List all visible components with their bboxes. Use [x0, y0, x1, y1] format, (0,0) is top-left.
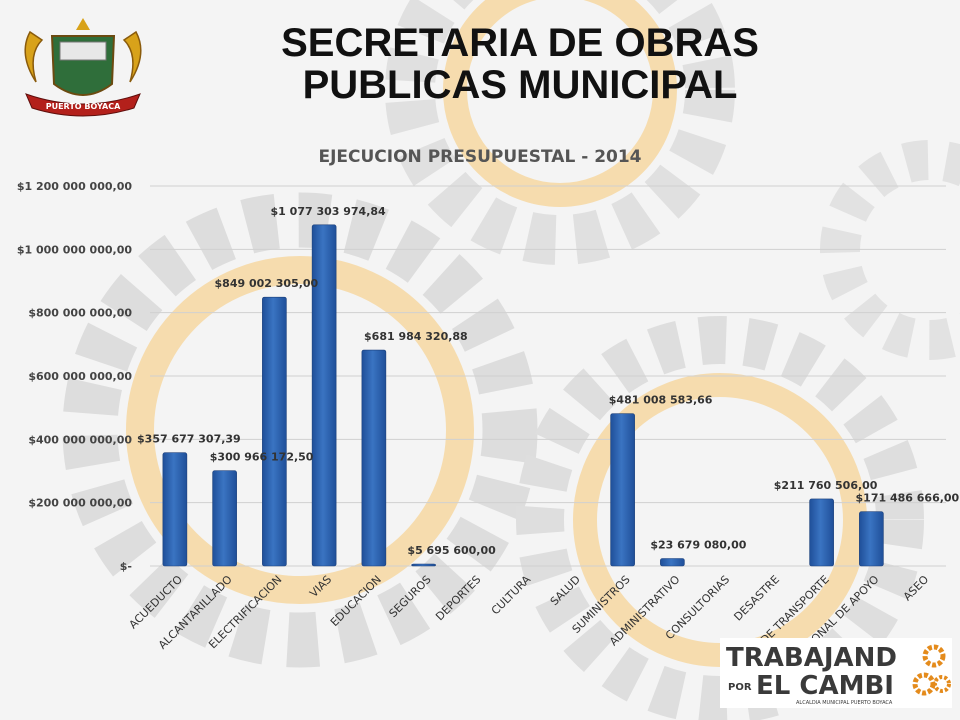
- y-tick-label: $800 000 000,00: [28, 307, 132, 320]
- brand-gear-icon-1: [922, 644, 946, 668]
- data-labels: $357 677 307,39 $300 966 172,50 $849 002 3…: [137, 205, 960, 557]
- data-label: $171 486 666,00: [856, 492, 960, 505]
- data-label: $211 760 506,00: [774, 479, 878, 492]
- y-tick-label: $1 200 000 000,00: [17, 180, 133, 193]
- page-title-line-1: SECRETARIA DE OBRAS: [281, 21, 759, 65]
- y-tick-label: $-: [120, 560, 132, 573]
- bar-vias: [311, 224, 337, 567]
- gear-large-left: [62, 192, 538, 668]
- brand-line-1: TRABAJAND: [726, 643, 897, 673]
- logo-ribbon-text: PUERTO BOYACA: [46, 102, 121, 111]
- x-tick-label: DEPORTES: [433, 573, 483, 623]
- brand-line-2: EL CAMBI: [756, 671, 894, 701]
- x-tick-label: CULTURA: [489, 573, 534, 618]
- brand-line-2-prefix: POR: [728, 682, 752, 693]
- x-tick-label: ASEO: [901, 573, 932, 604]
- y-tick-label: $1 000 000 000,00: [17, 243, 133, 256]
- page-title: SECRETARIA DE OBRAS PUBLICAS MUNICIPAL: [240, 22, 800, 106]
- chart-title: EJECUCION PRESUPUESTAL - 2014: [318, 147, 641, 167]
- bar-electrificacion: [262, 296, 287, 567]
- page-title-line-2: PUBLICAS MUNICIPAL: [302, 63, 738, 107]
- coat-of-arms-logo: PUERTO BOYACA: [24, 18, 142, 117]
- brand-gear-icon-2: [912, 672, 936, 696]
- y-tick-label: $600 000 000,00: [28, 370, 132, 383]
- data-label: $23 679 080,00: [650, 539, 746, 552]
- bar-servicio-de-transporte: [809, 498, 834, 567]
- bar-acueducto: [162, 452, 188, 567]
- chart-bars: [162, 224, 884, 567]
- bar-educacion: [361, 349, 387, 567]
- x-tick-label: SALUD: [548, 573, 583, 608]
- gear-far-right: [820, 140, 960, 360]
- gear-large-left-ring: [126, 256, 474, 604]
- bar-administrativo: [660, 558, 685, 567]
- data-label: $481 008 583,66: [609, 394, 713, 407]
- y-tick-label: $200 000 000,00: [28, 497, 132, 510]
- y-tick-label: $400 000 000,00: [28, 433, 132, 446]
- x-tick-label: SEGUROS: [387, 573, 434, 620]
- bar-suministros: [610, 413, 635, 567]
- bar-alcantarillado: [212, 470, 237, 567]
- y-axis-ticks: $- $200 000 000,00 $400 000 000,00 $600 000…: [17, 180, 133, 573]
- brand-tagline: ALCALDIA MUNICIPAL PUERTO BOYACA: [796, 700, 893, 706]
- data-label: $681 984 320,88: [364, 330, 468, 343]
- data-label: $300 966 172,50: [210, 451, 314, 464]
- x-tick-label: DESASTRE: [731, 573, 782, 624]
- gear-top: [385, 0, 735, 265]
- brand-gear-icon-3: [933, 675, 951, 693]
- data-label: $1 077 303 974,84: [271, 205, 387, 218]
- data-label: $5 695 600,00: [407, 544, 496, 557]
- x-tick-label: VIAS: [307, 573, 334, 600]
- data-label: $849 002 305,00: [215, 277, 319, 290]
- data-label: $357 677 307,39: [137, 433, 241, 446]
- bar-seguros: [411, 563, 436, 567]
- gear-top-ring: [443, 0, 677, 207]
- bar-personal-de-apoyo: [859, 511, 884, 567]
- trabajando-por-el-cambio-logo: TRABAJAND POR EL CAMBI ALCALDIA MUNICIPA…: [720, 638, 952, 708]
- x-tick-label: EDUCACION: [328, 573, 384, 629]
